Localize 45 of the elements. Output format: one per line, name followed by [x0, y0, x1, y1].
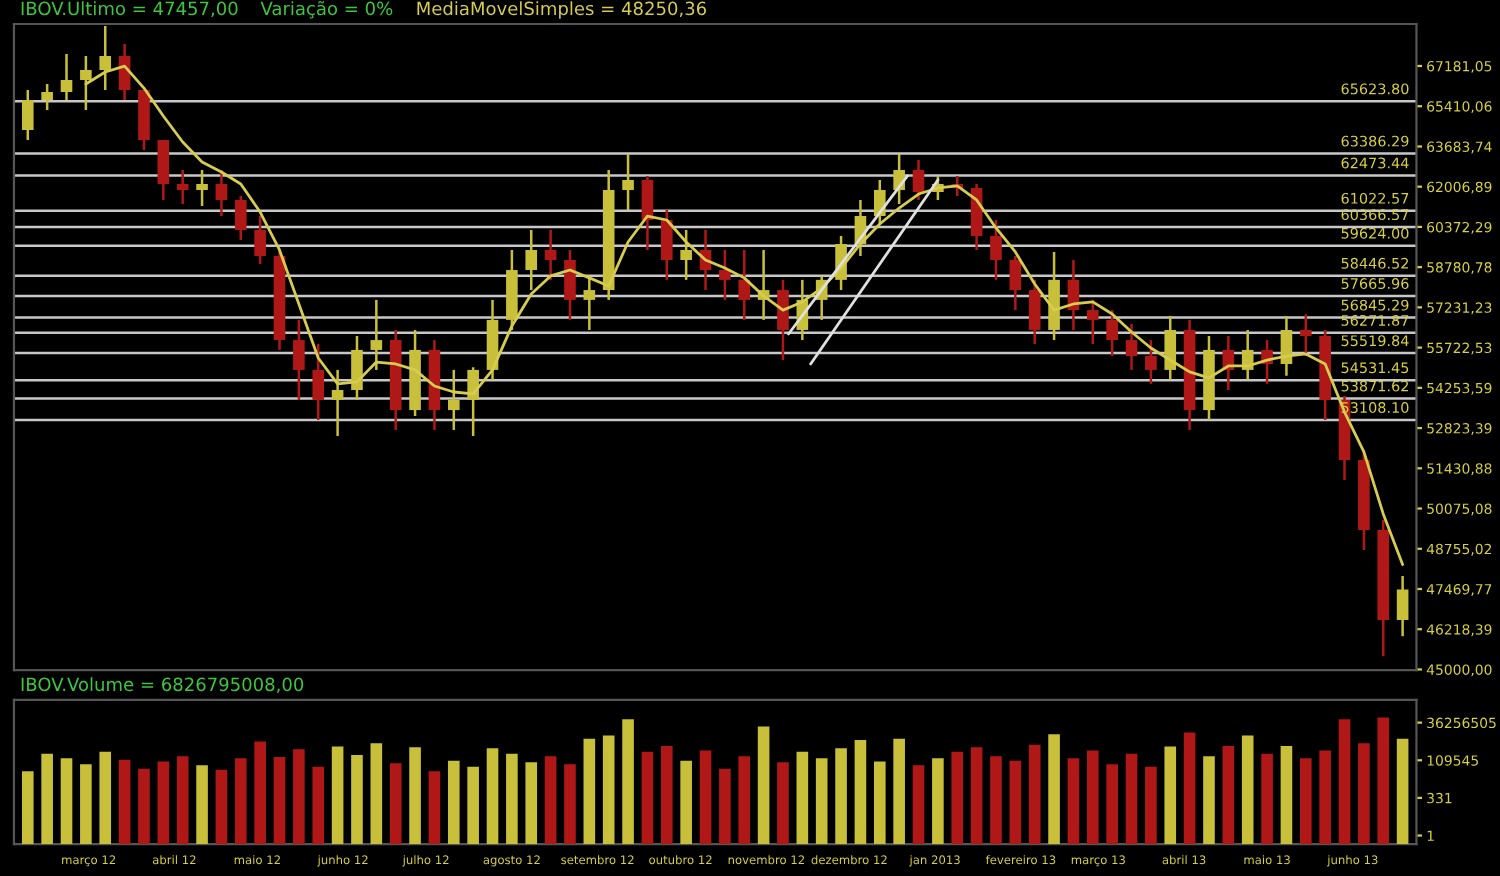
candlestick — [1145, 338, 1157, 386]
candlestick — [41, 82, 53, 112]
candlestick — [525, 228, 538, 292]
candlestick — [544, 228, 557, 282]
candlestick — [176, 168, 189, 206]
candlestick — [99, 24, 112, 92]
candlestick — [912, 158, 925, 202]
candlestick — [622, 152, 634, 212]
candlestick — [1125, 322, 1138, 372]
candlestick — [21, 88, 34, 142]
candlestick — [196, 168, 208, 208]
candlestick — [80, 54, 92, 112]
candlestick — [312, 342, 325, 422]
candlestick — [370, 298, 383, 372]
candlestick — [719, 248, 731, 302]
candlestick — [1299, 312, 1312, 358]
candlestick — [351, 334, 363, 402]
candlestick — [1164, 314, 1177, 382]
candlestick — [467, 366, 479, 438]
candlestick — [680, 228, 692, 282]
candlestick — [157, 138, 170, 202]
candlestick — [293, 318, 305, 402]
candlestick — [1241, 328, 1254, 382]
candlestick — [254, 214, 266, 266]
candlestick — [873, 178, 886, 226]
candlestick — [447, 368, 460, 432]
text: MediaMovelSimples = 48250,36 — [417, 1, 707, 19]
candlestick — [215, 168, 228, 218]
text: IBOV.Ultimo = 47457,00 — [21, 1, 238, 18]
candlestick — [777, 278, 789, 362]
candlestick — [234, 194, 247, 242]
text: IBOV.Volume = 6826795008,00 — [21, 677, 304, 694]
candlestick — [1028, 278, 1041, 346]
candlestick — [990, 218, 1002, 282]
candlestick — [1086, 298, 1099, 346]
candlestick — [1396, 574, 1409, 638]
candlestick — [660, 208, 673, 282]
candlestick — [1106, 308, 1118, 358]
candlestick — [60, 52, 73, 102]
candlestick — [583, 274, 596, 332]
candlestick — [738, 248, 751, 322]
candlestick — [1009, 254, 1022, 312]
text: Variação = 0% — [260, 0, 393, 19]
candlestick — [331, 368, 344, 438]
candlestick — [564, 248, 576, 322]
